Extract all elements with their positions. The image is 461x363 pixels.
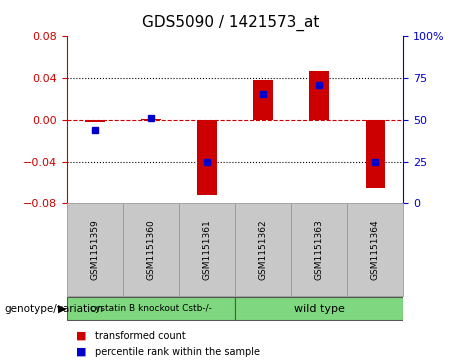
- Text: GSM1151364: GSM1151364: [371, 219, 380, 280]
- Bar: [85, 120, 105, 122]
- Text: ■: ■: [76, 331, 87, 341]
- Bar: [309, 71, 329, 120]
- Text: ■: ■: [76, 347, 87, 357]
- Text: GSM1151363: GSM1151363: [315, 219, 324, 280]
- Text: GSM1151360: GSM1151360: [147, 219, 155, 280]
- Text: transformed count: transformed count: [95, 331, 185, 341]
- Bar: [67, 203, 123, 296]
- Text: GSM1151361: GSM1151361: [202, 219, 212, 280]
- Bar: [141, 119, 161, 120]
- Bar: [254, 80, 273, 120]
- Text: genotype/variation: genotype/variation: [5, 303, 104, 314]
- Bar: [366, 120, 385, 188]
- Text: GSM1151359: GSM1151359: [90, 219, 100, 280]
- Bar: [179, 203, 235, 296]
- Bar: [197, 120, 217, 195]
- Bar: [67, 297, 235, 320]
- Text: percentile rank within the sample: percentile rank within the sample: [95, 347, 260, 357]
- Bar: [123, 203, 179, 296]
- Text: GDS5090 / 1421573_at: GDS5090 / 1421573_at: [142, 15, 319, 31]
- Text: GSM1151362: GSM1151362: [259, 219, 268, 280]
- Bar: [347, 203, 403, 296]
- Text: cystatin B knockout Cstb-/-: cystatin B knockout Cstb-/-: [90, 304, 212, 313]
- Text: wild type: wild type: [294, 303, 345, 314]
- Bar: [235, 203, 291, 296]
- Bar: [235, 297, 403, 320]
- Text: ▶: ▶: [58, 303, 66, 314]
- Bar: [291, 203, 347, 296]
